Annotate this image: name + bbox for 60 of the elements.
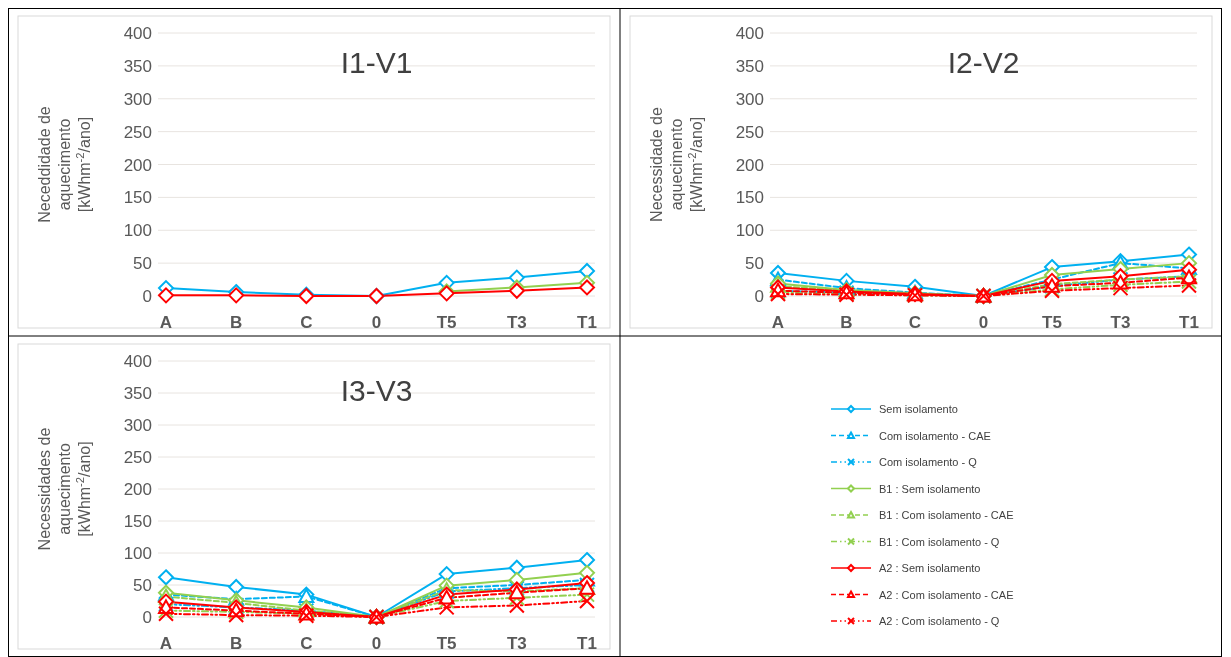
y-tick-label: 400 [123, 352, 152, 371]
legend-label: A2 : Sem isolamento [879, 562, 981, 574]
x-tick-label: B [230, 313, 243, 332]
x-tick-label: C [300, 634, 313, 653]
y-tick-label: 300 [735, 89, 764, 109]
y-tick-label: 0 [142, 608, 152, 627]
y-tick-label: 250 [735, 122, 764, 142]
x-tick-label: 0 [371, 313, 382, 332]
x-tick-label: B [840, 313, 853, 332]
y-tick-label: 150 [123, 188, 152, 208]
legend-label: B1 : Sem isolamento [879, 482, 981, 495]
chart-title: I3-V3 [340, 374, 413, 407]
y-tick-label: 150 [735, 188, 764, 208]
x-tick-label: T3 [506, 634, 527, 653]
x-tick-label: T5 [1042, 313, 1062, 332]
x-tick-label: A [159, 634, 173, 653]
y-tick-label: 200 [123, 480, 152, 499]
y-tick-label: 150 [123, 512, 152, 531]
y-tick-label: 50 [745, 254, 764, 274]
legend-label: B1 : Com isolamento - Q [879, 535, 1000, 548]
legend-label: A2 : Com isolamento - CAE [879, 588, 1014, 601]
y-tick-label: 100 [123, 544, 152, 563]
x-tick-label: T5 [436, 634, 457, 653]
x-tick-label: T1 [577, 634, 597, 653]
x-tick-label: T5 [436, 313, 457, 332]
y-tick-label: 300 [123, 416, 152, 435]
legend-label: B1 : Com isolamento - CAE [879, 509, 1014, 521]
y-tick-label: 50 [133, 576, 152, 595]
x-tick-label: T1 [577, 313, 597, 332]
y-tick-label: 350 [735, 56, 764, 76]
legend-label: Com isolamento - CAE [879, 429, 991, 442]
legend-label: Com isolamento - Q [879, 456, 978, 468]
x-tick-label: B [230, 634, 243, 653]
y-tick-label: 0 [142, 287, 152, 306]
x-tick-label: C [908, 313, 922, 332]
x-tick-label: T3 [1110, 313, 1131, 332]
x-tick-label: T3 [506, 313, 527, 332]
y-tick-label: 50 [133, 254, 152, 274]
legend-label: A2 : Com isolamento - Q [879, 615, 1000, 627]
x-tick-label: 0 [978, 313, 989, 332]
y-tick-label: 0 [754, 287, 764, 306]
x-tick-label: 0 [371, 634, 382, 653]
chart-title: I2-V2 [947, 46, 1020, 79]
y-tick-label: 250 [123, 122, 152, 142]
y-tick-label: 100 [123, 221, 152, 241]
x-tick-label: T1 [1179, 313, 1199, 332]
x-tick-label: C [300, 313, 313, 332]
y-tick-label: 250 [123, 448, 152, 467]
y-tick-label: 300 [123, 89, 152, 109]
y-tick-label: 200 [735, 155, 764, 175]
y-tick-label: 200 [123, 155, 152, 175]
legend-label: Sem isolamento [879, 403, 958, 415]
y-tick-label: 350 [123, 384, 152, 403]
x-tick-label: A [159, 313, 173, 332]
y-tick-label: 100 [735, 221, 764, 241]
chart-title: I1-V1 [340, 46, 413, 79]
y-tick-label: 350 [123, 56, 152, 76]
y-tick-label: 400 [735, 24, 764, 43]
x-tick-label: A [771, 313, 785, 332]
y-tick-label: 400 [123, 24, 152, 43]
